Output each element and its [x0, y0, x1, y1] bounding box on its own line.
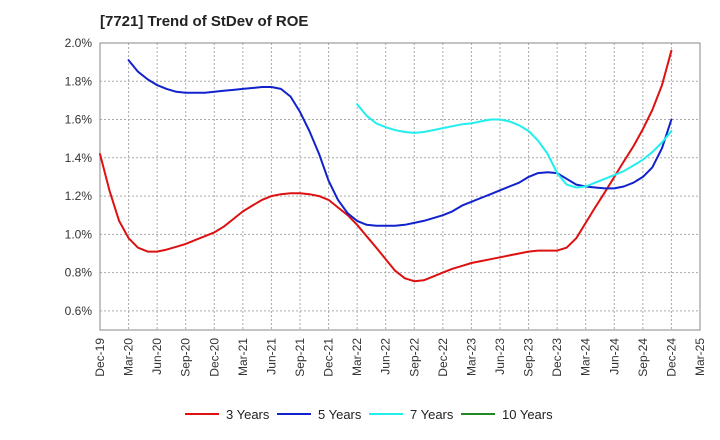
series-line-5-years	[127, 59, 673, 227]
x-tick-label: Sep-20	[179, 338, 193, 377]
legend-label: 3 Years	[226, 407, 270, 422]
x-tick-label: Sep-24	[636, 338, 650, 377]
x-tick-label: Mar-25	[693, 338, 707, 376]
x-tick-label: Mar-21	[236, 338, 250, 376]
y-tick-label: 1.8%	[65, 74, 93, 88]
y-tick-label: 2.0%	[65, 36, 93, 50]
x-tick-label: Mar-24	[579, 338, 593, 376]
plot-frame	[99, 42, 701, 331]
y-tick-label: 0.8%	[65, 266, 93, 280]
x-tick-label: Jun-23	[493, 338, 507, 375]
y-tick-label: 1.6%	[65, 113, 93, 127]
x-tick-label: Mar-20	[122, 338, 136, 376]
legend: 3 Years 5 Years 7 Years 10 Years	[185, 407, 553, 422]
x-axis-ticks: Dec-19 Mar-20 Jun-20 Sep-20 Dec-20 Mar-21 Jun-…	[93, 338, 707, 377]
x-tick-label: Sep-23	[522, 338, 536, 377]
x-tick-label: Dec-19	[93, 338, 107, 377]
y-axis-ticks: 0.6% 0.8% 1.0% 1.2% 1.4% 1.6% 1.8% 2.0%	[65, 36, 93, 318]
x-tick-label: Jun-24	[607, 338, 621, 375]
series-line-7-years	[356, 103, 673, 189]
x-tick-label: Sep-22	[407, 338, 421, 377]
y-tick-label: 1.4%	[65, 151, 93, 165]
legend-label: 10 Years	[502, 407, 553, 422]
x-tick-label: Dec-23	[550, 338, 564, 377]
x-tick-label: Mar-23	[464, 338, 478, 376]
x-tick-label: Dec-22	[436, 338, 450, 377]
legend-label: 5 Years	[318, 407, 362, 422]
y-tick-label: 0.6%	[65, 304, 93, 318]
legend-label: 7 Years	[410, 407, 454, 422]
x-tick-label: Dec-20	[207, 338, 221, 377]
x-tick-label: Dec-24	[664, 338, 678, 377]
series-line-3-years	[99, 49, 673, 283]
x-tick-label: Jun-22	[379, 338, 393, 375]
x-tick-label: Sep-21	[293, 338, 307, 377]
y-tick-label: 1.0%	[65, 227, 93, 241]
series-lines	[99, 49, 673, 283]
chart-title: [7721] Trend of StDev of ROE	[100, 13, 308, 30]
x-tick-label: Dec-21	[322, 338, 336, 377]
x-tick-label: Jun-20	[150, 338, 164, 375]
x-tick-label: Mar-22	[350, 338, 364, 376]
y-tick-label: 1.2%	[65, 189, 93, 203]
x-tick-label: Jun-21	[264, 338, 278, 375]
grid	[99, 42, 701, 330]
